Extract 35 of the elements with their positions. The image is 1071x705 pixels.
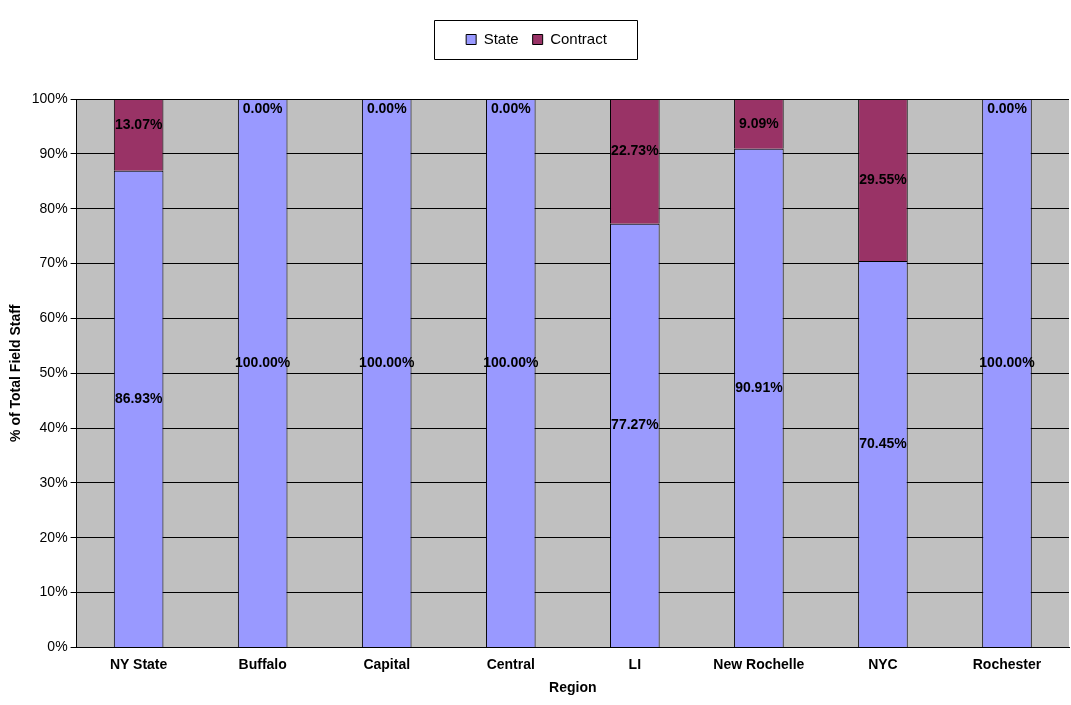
x-tick-label: NYC	[868, 655, 898, 672]
x-tick-label: NY State	[109, 655, 168, 672]
x-tick-label: New Rochelle	[713, 655, 805, 672]
data-label: 9.09%	[739, 114, 780, 131]
data-label: 90.91%	[735, 378, 784, 395]
y-tick-label: 90%	[39, 144, 68, 161]
y-tick-label: 100%	[31, 89, 68, 106]
data-label: 22.73%	[611, 142, 660, 159]
y-tick-label: 70%	[39, 254, 68, 271]
data-label: 86.93%	[114, 389, 163, 406]
data-label: 0.00%	[366, 99, 408, 116]
y-tick-label: 10%	[39, 583, 68, 600]
data-label: 13.07%	[114, 115, 163, 132]
y-tick-label: 20%	[39, 528, 68, 545]
data-label: 70.45%	[859, 434, 908, 451]
y-tick-label: 50%	[39, 364, 68, 381]
x-tick-label: LI	[628, 655, 642, 672]
data-label: 0.00%	[242, 99, 284, 116]
data-label: 0.00%	[490, 99, 532, 116]
y-tick-label: 0%	[47, 638, 68, 655]
y-axis-title: % of Total Field Staff	[7, 304, 24, 442]
y-tick-label: 30%	[39, 473, 68, 490]
legend-label: State	[483, 29, 519, 47]
y-tick-label: 80%	[39, 199, 68, 216]
data-label: 77.27%	[611, 416, 660, 433]
y-tick-label: 60%	[39, 309, 68, 326]
x-tick-label: Buffalo	[238, 655, 287, 672]
data-label: 29.55%	[859, 170, 908, 187]
x-tick-label: Central	[486, 655, 535, 672]
data-label: 0.00%	[987, 99, 1028, 116]
y-tick-label: 40%	[39, 418, 68, 435]
x-tick-label: Rochester	[972, 655, 1042, 672]
x-tick-label: Capital	[363, 655, 411, 672]
x-axis-title: Region	[549, 679, 597, 696]
legend-label: Contract	[550, 29, 608, 47]
